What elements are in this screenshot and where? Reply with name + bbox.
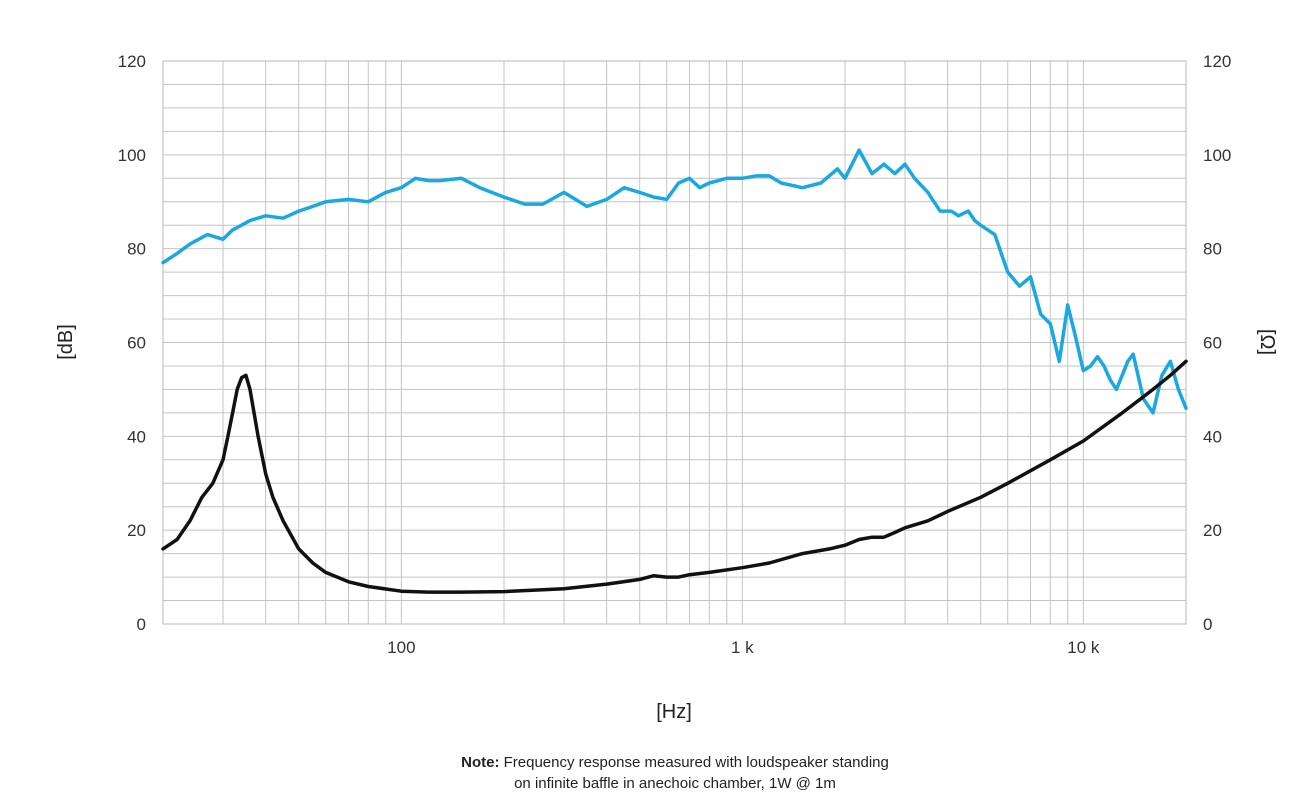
chart-note: Note: Frequency response measured with l… bbox=[0, 752, 1302, 794]
y-axis-left-ticks: 0 20 40 60 80 100 120 bbox=[118, 52, 146, 634]
impedance-series-line bbox=[161, 359, 1188, 594]
y-tick-label-right: 20 bbox=[1203, 521, 1222, 540]
y-tick-label-right: 60 bbox=[1203, 334, 1222, 353]
y-tick-label-left: 80 bbox=[127, 240, 146, 259]
note-line-1: Frequency response measured with loudspe… bbox=[503, 754, 889, 771]
series-layer bbox=[161, 148, 1188, 594]
plot-area-border bbox=[162, 60, 1187, 625]
y-tick-label-left: 100 bbox=[118, 146, 146, 165]
x-axis-label: [Hz] bbox=[656, 701, 692, 723]
x-axis-ticks: 100 1 k 10 k bbox=[387, 638, 1100, 657]
y-tick-label-left: 0 bbox=[137, 615, 146, 634]
note-prefix: Note: bbox=[461, 754, 500, 771]
y-tick-label-right: 120 bbox=[1203, 52, 1231, 71]
y-tick-label-right: 40 bbox=[1203, 427, 1222, 446]
y-tick-label-left: 40 bbox=[127, 427, 146, 446]
spl-series-line bbox=[161, 148, 1188, 415]
y-tick-label-left: 120 bbox=[118, 52, 146, 71]
x-tick-label: 1 k bbox=[731, 638, 754, 657]
y-axis-left-label: [dB] bbox=[55, 324, 77, 360]
y-tick-label-left: 20 bbox=[127, 521, 146, 540]
y-tick-label-left: 60 bbox=[127, 334, 146, 353]
y-tick-label-right: 0 bbox=[1203, 615, 1212, 634]
y-axis-right-ticks: 0 20 40 60 80 100 120 bbox=[1203, 52, 1231, 634]
y-tick-label-right: 80 bbox=[1203, 240, 1222, 259]
y-axis-right-label: [Ω] bbox=[1256, 329, 1278, 355]
x-tick-label: 100 bbox=[387, 638, 415, 657]
note-line-2: on infinite baffle in anechoic chamber, … bbox=[514, 775, 836, 792]
y-tick-label-right: 100 bbox=[1203, 146, 1231, 165]
grid-lines bbox=[162, 60, 1187, 625]
x-tick-label: 10 k bbox=[1067, 638, 1100, 657]
